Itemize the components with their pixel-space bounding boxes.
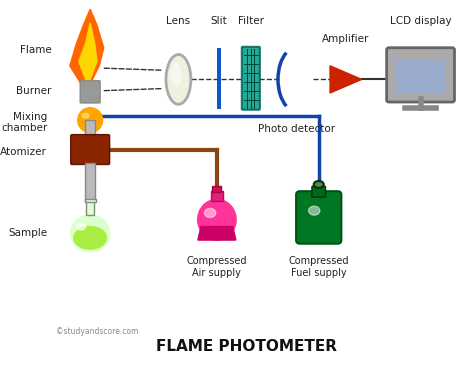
Polygon shape	[70, 9, 104, 84]
FancyBboxPatch shape	[71, 135, 109, 164]
Text: LCD display: LCD display	[390, 15, 451, 26]
Ellipse shape	[198, 199, 236, 240]
Text: Compressed
Fuel supply: Compressed Fuel supply	[289, 257, 349, 278]
FancyBboxPatch shape	[242, 47, 260, 110]
Text: Lens: Lens	[166, 15, 191, 26]
Bar	[86, 201, 94, 215]
Text: Amplifier: Amplifier	[322, 34, 370, 44]
Text: Atomizer: Atomizer	[0, 147, 47, 157]
Bar	[396, 59, 446, 93]
Ellipse shape	[172, 63, 181, 86]
FancyBboxPatch shape	[80, 81, 100, 103]
Text: Photo detector: Photo detector	[257, 124, 335, 134]
Text: ©studyandscore.com: ©studyandscore.com	[56, 327, 138, 335]
Ellipse shape	[309, 206, 320, 215]
Ellipse shape	[82, 113, 89, 118]
Ellipse shape	[204, 208, 216, 217]
Text: Flame: Flame	[20, 45, 52, 55]
Ellipse shape	[314, 181, 324, 188]
FancyBboxPatch shape	[312, 186, 326, 197]
Ellipse shape	[77, 223, 86, 230]
Ellipse shape	[74, 226, 107, 249]
Text: Slit: Slit	[211, 15, 228, 26]
Text: Filter: Filter	[238, 15, 264, 26]
Ellipse shape	[78, 108, 102, 132]
Bar	[218, 48, 221, 109]
FancyBboxPatch shape	[296, 191, 341, 244]
Text: Compressed
Air supply: Compressed Air supply	[187, 257, 247, 278]
Bar	[85, 163, 95, 201]
Bar	[85, 199, 96, 201]
Polygon shape	[330, 66, 362, 93]
FancyBboxPatch shape	[387, 48, 455, 102]
Text: FLAME PHOTOMETER: FLAME PHOTOMETER	[156, 339, 337, 354]
Text: Burner: Burner	[16, 86, 52, 96]
Text: Mixing
chamber: Mixing chamber	[1, 112, 47, 133]
Bar	[212, 186, 221, 192]
Text: Sample: Sample	[8, 228, 47, 238]
Polygon shape	[79, 23, 97, 79]
Bar	[211, 191, 223, 201]
Bar	[85, 120, 95, 138]
Ellipse shape	[71, 215, 109, 251]
Polygon shape	[198, 226, 236, 240]
Ellipse shape	[166, 55, 191, 104]
